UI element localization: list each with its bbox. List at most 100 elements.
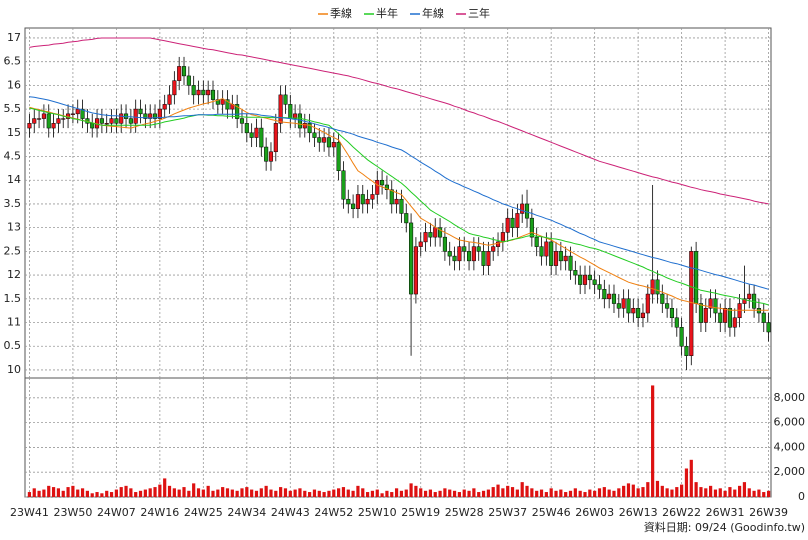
candle-body	[206, 89, 211, 96]
candle-body	[239, 118, 245, 124]
candle-body	[665, 303, 670, 309]
y-tick-label: 12	[7, 268, 21, 281]
y-tick-label: 1.5	[4, 292, 22, 305]
volume-bar	[56, 488, 61, 497]
volume-bar	[409, 483, 413, 497]
candle-body	[544, 241, 549, 257]
candle-body	[283, 94, 288, 105]
candle-body	[167, 94, 172, 105]
candle-body	[592, 279, 597, 285]
x-tick-label: 25W37	[488, 506, 527, 519]
x-tick-label: 25W46	[532, 506, 571, 519]
volume-bar	[317, 490, 321, 497]
volume-bar	[124, 485, 128, 497]
volume-bar	[370, 490, 375, 497]
candle-body	[177, 66, 182, 81]
candle-body	[500, 232, 505, 243]
ma-line	[29, 98, 769, 311]
volume-bar	[419, 488, 423, 497]
ma-line	[29, 37, 769, 205]
volume-bar	[486, 489, 490, 497]
y-tick-label: 11	[7, 316, 21, 329]
volume-bar	[617, 488, 621, 497]
volume-bar	[766, 490, 771, 497]
volume-bar	[535, 490, 539, 497]
candle-body	[384, 184, 389, 190]
candle-body	[689, 251, 694, 356]
candle-body	[520, 203, 525, 214]
volume-bar	[32, 488, 36, 497]
x-tick-label: 25W28	[445, 506, 484, 519]
candle-body	[582, 274, 588, 285]
candle-body	[423, 232, 428, 243]
volume-bar	[341, 487, 346, 497]
candle-body	[244, 123, 249, 134]
y2-tick-label: 8,000	[774, 391, 806, 404]
candle-body	[645, 293, 650, 314]
x-tick-label: 24W16	[140, 506, 179, 519]
candle-body	[573, 270, 578, 276]
candle-body	[602, 289, 607, 300]
volume-bar	[259, 488, 263, 497]
volume-bar	[182, 487, 186, 497]
candle-body	[37, 118, 42, 120]
candle-body	[119, 113, 124, 124]
volume-bar	[559, 489, 563, 497]
volume-bar	[66, 487, 70, 497]
candle-body	[510, 217, 515, 228]
source-note: 資料日期: 09/24 (Goodinfo.tw)	[644, 520, 805, 534]
candle-body	[597, 284, 602, 290]
candle-body	[133, 108, 138, 124]
volume-bar	[626, 483, 631, 497]
volume-bar	[76, 489, 80, 497]
volume-bar	[684, 468, 689, 497]
y-tick-label: 2.5	[4, 244, 22, 257]
volume-bar	[660, 485, 664, 497]
volume-bar	[129, 488, 133, 497]
candle-body	[476, 246, 481, 252]
volume-bar	[414, 485, 418, 497]
volume-bar	[670, 489, 674, 497]
candle-body	[747, 293, 752, 300]
volume-bar	[718, 488, 722, 497]
candle-body	[703, 308, 708, 323]
volume-bar	[399, 490, 404, 497]
volume-bar	[762, 492, 766, 497]
volume-bar	[501, 488, 505, 497]
volume-bar	[428, 489, 433, 497]
candle-body	[491, 246, 496, 252]
candle-body	[196, 89, 201, 96]
candle-body	[674, 317, 679, 328]
volume-bar	[757, 489, 761, 497]
volume-bar	[27, 492, 32, 497]
candle-body	[278, 94, 283, 124]
volume-bar	[119, 487, 123, 497]
volume-bar	[612, 490, 616, 497]
candle-body	[152, 113, 158, 119]
volume-bar	[80, 488, 85, 497]
volume-bar	[240, 488, 244, 497]
candle-body	[694, 251, 699, 304]
volume-bar	[269, 489, 273, 497]
candle-body	[708, 298, 713, 309]
candle-body	[587, 274, 592, 281]
x-tick-label: 25W10	[358, 506, 397, 519]
volume-bar	[597, 488, 602, 497]
volume-bar	[114, 489, 118, 497]
candle-body	[761, 312, 766, 323]
volume-bar	[622, 485, 626, 497]
candle-body	[409, 222, 414, 295]
candle-body	[51, 123, 56, 129]
volume-bar	[283, 488, 288, 497]
volume-bar	[254, 490, 259, 497]
candle-body	[370, 194, 375, 200]
volume-pane	[24, 377, 772, 498]
candle-body	[225, 99, 230, 110]
volume-bar	[689, 459, 693, 497]
x-tick-label: 26W13	[619, 506, 658, 519]
volume-bar	[385, 490, 389, 497]
y2-tick-label: 2,000	[774, 465, 806, 478]
volume-bar	[588, 489, 592, 497]
candle-body	[442, 236, 447, 252]
